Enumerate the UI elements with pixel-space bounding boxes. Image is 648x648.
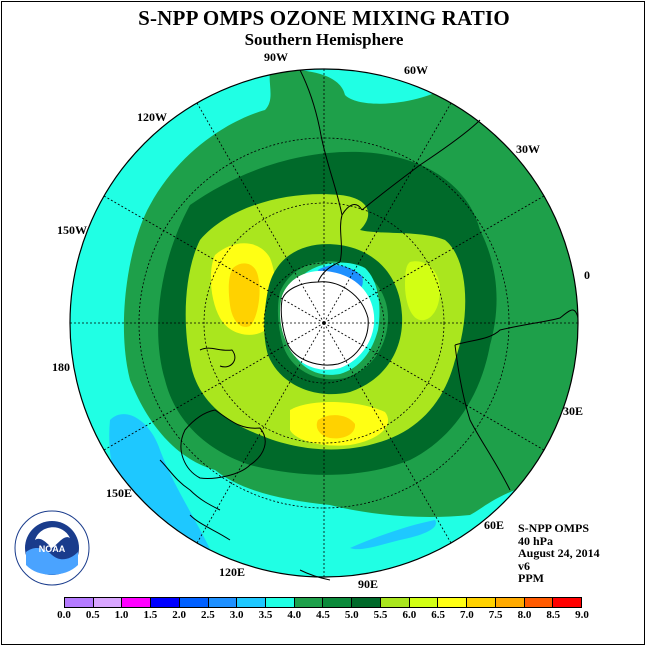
lon-label-60w: 60W [404,63,428,77]
colorbar-tick-label: 1.0 [114,609,129,621]
colorbar-swatch [437,598,467,607]
colorbar-tick-label: 2.5 [201,609,215,621]
lon-label-60e: 60E [484,518,505,532]
field-orange-left [228,263,260,327]
colorbar-tick-label: 0.5 [85,609,100,621]
colorbar-swatch [236,598,266,607]
colorbar-tick-label: 5.0 [344,609,359,621]
colorbar-tick-label: 8.0 [517,609,532,621]
colorbar-tick-label: 1.5 [143,609,158,621]
lon-label-120e: 120E [219,565,246,579]
colorbar-swatch [65,598,93,607]
colorbar-swatch [494,598,524,607]
colorbar-tick-label: 5.5 [373,609,388,621]
colorbar-swatch [408,598,438,607]
colorbar-swatch [293,598,323,607]
field-yellow-right [405,261,440,321]
graticule [70,69,578,577]
colorbar-swatch [207,598,237,607]
info-level: 40 hPa [518,533,554,548]
colorbar-swatch [523,598,553,607]
colorbar [64,597,582,608]
colorbar-tick-label: 4.0 [287,609,302,621]
field-missing-data [280,270,375,370]
lon-label-120w: 120W [137,110,167,124]
lon-label-180: 180 [52,360,70,374]
colorbar-swatch [121,598,151,607]
colorbar-swatch [178,598,208,607]
colorbar-tick-label: 7.0 [460,609,474,621]
info-version: v6 [518,558,530,573]
colorbar-swatch [552,598,581,607]
map-boundary [69,68,579,578]
colorbar-tick-label: 0.0 [57,609,71,621]
colorbar-tick-label: 6.5 [431,609,445,621]
colorbar-tick-label: 3.5 [258,609,273,621]
lon-label-0: 0 [584,268,590,282]
field-orange-bottom [316,415,356,439]
colorbar-swatch [466,598,495,607]
colorbar-tick-label: 6.0 [402,609,417,621]
info-units: PPM [518,571,544,585]
colorbar-tick-label: 3.0 [229,609,244,621]
lon-label-90w: 90W [264,50,288,64]
colorbar-swatch [150,598,179,607]
info-date: August 24, 2014 [518,546,600,560]
colorbar-tick-label: 4.5 [316,609,330,621]
lon-label-90e: 90E [358,577,379,591]
lon-label-150e: 150E [106,486,133,500]
info-instrument: S-NPP OMPS [518,521,589,535]
noaa-logo: NOAA [14,510,90,586]
colorbar-tick-label: 8.5 [546,609,561,621]
colorbar-tick-label: 7.5 [488,609,503,621]
lon-label-30e: 30E [563,404,584,418]
colorbar-tick-label: 2.0 [172,609,186,621]
field-blue-patch-2 [350,520,436,550]
lon-label-150w: 150W [57,223,87,237]
colorbar-swatch [351,598,380,607]
colorbar-swatch [92,598,122,607]
noaa-logo-text: NOAA [39,544,66,554]
info-block: S-NPP OMPS 40 hPa August 24, 2014 v6 PPM [518,522,600,585]
south-pole-marker [322,321,326,325]
colorbar-swatch [265,598,294,607]
colorbar-swatch [379,598,409,607]
lon-label-30w: 30W [516,142,540,156]
colorbar-tick-label: 9.0 [575,609,589,621]
colorbar-swatch [322,598,352,607]
map-title: S-NPP OMPS OZONE MIXING RATIO [138,6,510,30]
map-subtitle: Southern Hemisphere [244,30,404,49]
